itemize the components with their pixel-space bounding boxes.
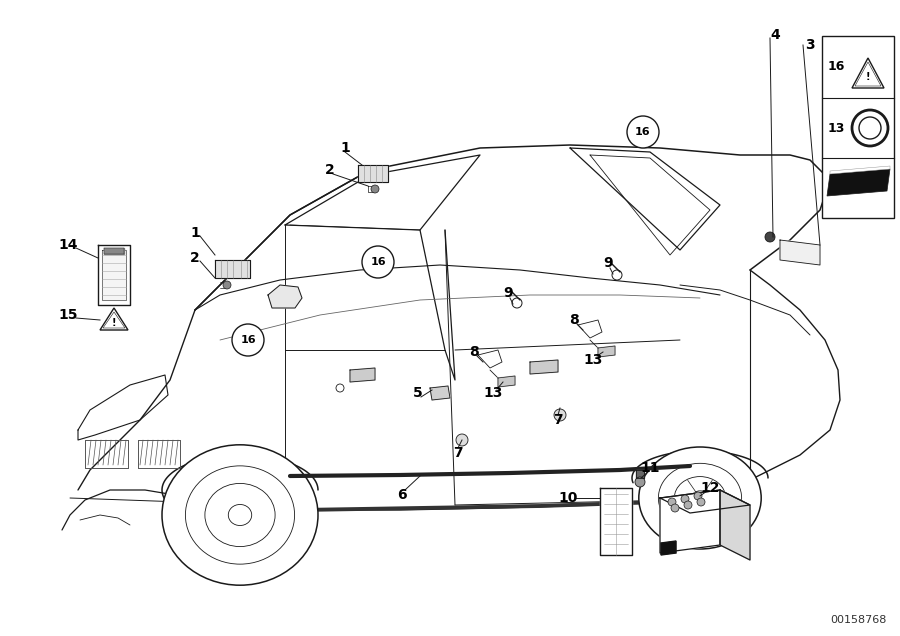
- Circle shape: [671, 504, 679, 512]
- Circle shape: [697, 498, 705, 506]
- Text: !: !: [866, 72, 870, 82]
- Text: 7: 7: [554, 413, 562, 427]
- Text: 00158768: 00158768: [830, 615, 886, 625]
- Circle shape: [223, 281, 231, 289]
- Polygon shape: [215, 260, 250, 278]
- Text: 10: 10: [558, 491, 578, 505]
- Polygon shape: [827, 169, 890, 196]
- Text: 13: 13: [483, 386, 503, 400]
- Polygon shape: [720, 490, 750, 560]
- Text: 6: 6: [397, 488, 407, 502]
- Polygon shape: [830, 166, 890, 174]
- Circle shape: [232, 324, 264, 356]
- Text: 16: 16: [370, 257, 386, 267]
- Text: 2: 2: [325, 163, 335, 177]
- Polygon shape: [98, 245, 130, 305]
- Polygon shape: [636, 470, 644, 478]
- Text: 8: 8: [569, 313, 579, 327]
- Polygon shape: [852, 58, 884, 88]
- Text: 11: 11: [640, 461, 660, 475]
- Polygon shape: [600, 488, 632, 555]
- Text: 3: 3: [806, 38, 814, 52]
- Text: 4: 4: [770, 28, 780, 42]
- Polygon shape: [430, 386, 450, 400]
- Polygon shape: [100, 308, 128, 330]
- Polygon shape: [104, 248, 124, 254]
- Ellipse shape: [639, 447, 761, 549]
- Circle shape: [456, 434, 468, 446]
- Polygon shape: [530, 360, 558, 374]
- Polygon shape: [498, 376, 515, 387]
- Text: 5: 5: [413, 386, 423, 400]
- Circle shape: [668, 498, 676, 506]
- Circle shape: [681, 495, 689, 503]
- Circle shape: [635, 477, 645, 487]
- Bar: [822, 36, 894, 218]
- Polygon shape: [661, 541, 676, 555]
- Text: 16: 16: [240, 335, 256, 345]
- Text: 9: 9: [603, 256, 613, 270]
- Text: 15: 15: [58, 308, 77, 322]
- Text: !: !: [112, 318, 116, 328]
- Text: 13: 13: [827, 121, 845, 134]
- Text: 16: 16: [635, 127, 651, 137]
- Text: 9: 9: [503, 286, 513, 300]
- Polygon shape: [350, 368, 375, 382]
- Polygon shape: [268, 285, 302, 308]
- Text: 7: 7: [454, 446, 463, 460]
- Circle shape: [371, 185, 379, 193]
- Text: 12: 12: [700, 481, 720, 495]
- Polygon shape: [780, 240, 820, 265]
- Circle shape: [554, 409, 566, 421]
- Circle shape: [627, 116, 659, 148]
- Text: 1: 1: [190, 226, 200, 240]
- Text: 1: 1: [340, 141, 350, 155]
- Text: 8: 8: [469, 345, 479, 359]
- Polygon shape: [358, 165, 388, 182]
- Circle shape: [362, 246, 394, 278]
- Ellipse shape: [162, 445, 318, 585]
- Circle shape: [859, 117, 881, 139]
- Text: 2: 2: [190, 251, 200, 265]
- Polygon shape: [660, 490, 720, 553]
- Circle shape: [684, 501, 692, 509]
- Polygon shape: [102, 250, 126, 300]
- Polygon shape: [598, 346, 615, 357]
- Circle shape: [694, 492, 702, 500]
- Text: 16: 16: [827, 60, 845, 74]
- Text: 13: 13: [583, 353, 603, 367]
- Circle shape: [765, 232, 775, 242]
- Polygon shape: [660, 490, 750, 513]
- Text: 14: 14: [58, 238, 77, 252]
